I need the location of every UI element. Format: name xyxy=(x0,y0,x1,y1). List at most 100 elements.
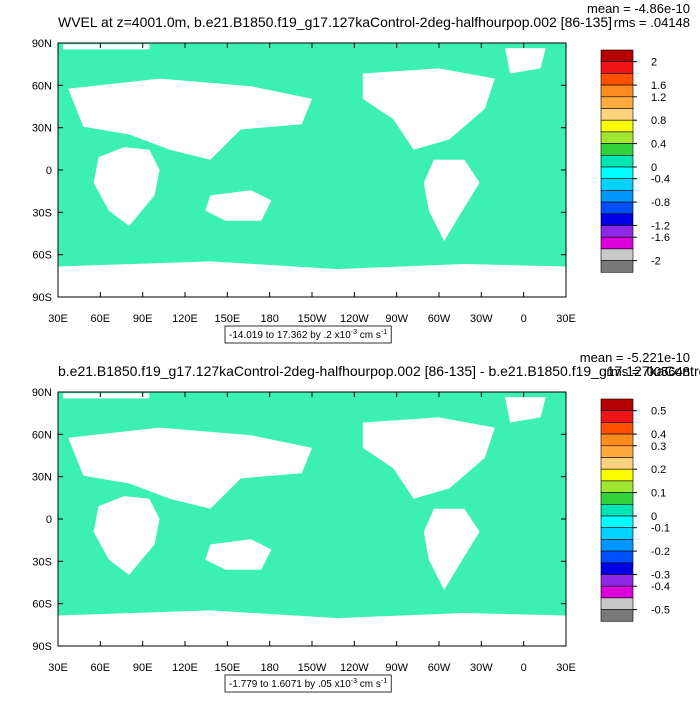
panel-1-colorbar-swatch xyxy=(600,131,634,144)
panel-2-colorbar-swatch xyxy=(600,445,634,458)
panel-1-colorbar-label: -0.4 xyxy=(651,174,670,186)
panel-2-colorbar-label: -0.3 xyxy=(651,570,670,582)
panel-1-x-tick-label: 90W xyxy=(385,313,408,325)
panel-2-x-tick-label: 0 xyxy=(521,662,527,674)
panel-1-colorbar-swatch xyxy=(600,61,634,74)
panel-2-x-tick-label: 90W xyxy=(385,662,408,674)
panel-2-colorbar-label: -0.1 xyxy=(651,523,670,535)
panel-2-colorbar-swatch xyxy=(600,433,634,447)
panel-1-colorbar-swatch xyxy=(600,119,634,133)
panel-1-colorbar-swatch xyxy=(600,108,634,121)
panel-2-colorbar-swatch xyxy=(600,492,634,505)
panel-1-colorbar-swatch xyxy=(600,166,634,179)
panel-1-colorbar-label: 0 xyxy=(651,162,657,174)
panel-1-colorbar-label: 0.8 xyxy=(651,115,666,127)
panel-2-y-tick-label: 30S xyxy=(32,556,52,568)
panel-2-range-text: -1.779 to 1.6071 by .05 x10-3 cm s-1 xyxy=(229,678,387,690)
panel-1-y-tick-label: 90N xyxy=(32,38,52,50)
panel-2-colorbar-label: -0.2 xyxy=(651,546,670,558)
panel-2-colorbar-swatch xyxy=(600,597,634,610)
panel-2-land-eurasia xyxy=(68,427,312,509)
panel-2-colorbar-label: 0.2 xyxy=(651,464,666,476)
panel-1-land-arctic-strip xyxy=(63,44,150,50)
panel-2-x-tick-label: 150W xyxy=(298,662,327,674)
panel-2-range-frame xyxy=(224,674,392,693)
panel-2-colorbar-swatch xyxy=(600,422,634,435)
panel-1-land-australia xyxy=(205,190,272,221)
panel-2-x-tick-label: 30E xyxy=(48,662,68,674)
panel-2-colorbar-swatch xyxy=(600,480,634,493)
panel-2-colorbar-swatch xyxy=(600,398,634,411)
panel-2-x-tick-label: 120W xyxy=(340,662,369,674)
panel-2-colorbar-label: 0.3 xyxy=(651,441,666,453)
panel-2-colorbar-swatch xyxy=(600,585,634,599)
panel-1-range-box: -14.019 to 17.362 by .2 x10-3 cm s-1 xyxy=(224,325,392,344)
panel-2-land-africa xyxy=(93,496,160,575)
panel-2-colorbar-label: 0 xyxy=(651,511,657,523)
panel-2-colorbar-label: 0.4 xyxy=(651,429,666,441)
panel-1-colorbar-swatch xyxy=(600,73,634,86)
panel-1-colorbar-swatch xyxy=(600,190,634,203)
panel-2-land-australia xyxy=(205,539,272,570)
panel-2-y-tick-label: 60N xyxy=(32,429,52,441)
panel-1-y-tick-label: 90S xyxy=(32,292,52,304)
panel-1-colorbar-swatch xyxy=(600,49,634,62)
panel-2-colorbar-swatch xyxy=(600,562,634,575)
panel-2-colorbar-swatch xyxy=(600,410,634,423)
panel-1-colorbar-swatch xyxy=(600,213,634,226)
panel-1-y-tick-label: 60N xyxy=(32,80,52,92)
panel-2-y-tick-label: 90N xyxy=(32,387,52,399)
panel-2-x-tick-label: 60W xyxy=(428,662,451,674)
panel-1-x-tick-label: 180 xyxy=(260,313,278,325)
panel-1-colorbar-swatch xyxy=(600,236,634,250)
panel-2-colorbar-label: -0.5 xyxy=(651,605,670,617)
panel-2-colorbar-swatch xyxy=(600,468,634,482)
panel-1-title: WVEL at z=4001.0m, b.e21.B1850.f19_g17.1… xyxy=(58,14,612,30)
panel-1-y-tick-label: 0 xyxy=(46,165,52,177)
panel-2-colorbar-swatch xyxy=(600,457,634,470)
panel-1: WVEL at z=4001.0m, b.e21.B1850.f19_g17.1… xyxy=(32,1,690,344)
panel-2-rms: rms = .005648 xyxy=(607,364,690,379)
panel-2-map xyxy=(58,392,566,646)
panel-1-land-south-america xyxy=(423,159,480,242)
panel-1-colorbar-swatch xyxy=(600,260,634,273)
panel-2-colorbar-label: 0.1 xyxy=(651,488,666,500)
panel-1-colorbar-swatch xyxy=(600,84,634,98)
panel-1-land-greenland xyxy=(505,48,546,74)
panel-1-colorbar-swatch xyxy=(600,96,634,109)
panel-2-range-box: -1.779 to 1.6071 by .05 x10-3 cm s-1 xyxy=(224,674,392,693)
panel-2-y-tick-label: 90S xyxy=(32,641,52,653)
panel-2-title: b.e21.B1850.f19_g17.127kaControl-2deg-ha… xyxy=(58,363,700,379)
panel-2-y-tick-label: 60S xyxy=(32,599,52,611)
panel-1-x-tick-label: 150E xyxy=(214,313,240,325)
panel-2-land-south-america xyxy=(423,508,480,591)
panel-1-colorbar-swatch xyxy=(600,225,634,238)
panel-1-y-tick-label: 30S xyxy=(32,207,52,219)
panel-2: b.e21.B1850.f19_g17.127kaControl-2deg-ha… xyxy=(32,350,700,693)
panel-1-colorbar-label: 1.2 xyxy=(651,92,666,104)
panel-2-colorbar-swatch xyxy=(600,609,634,622)
panel-1-x-tick-label: 120E xyxy=(172,313,198,325)
panel-2-x-tick-label: 30E xyxy=(556,662,576,674)
panel-1-land-africa xyxy=(93,147,160,226)
panel-1-x-tick-label: 0 xyxy=(521,313,527,325)
panel-1-y-tick-label: 60S xyxy=(32,250,52,262)
panel-2-x-tick-label: 120E xyxy=(172,662,198,674)
panel-1-colorbar-label: -1.6 xyxy=(651,232,670,244)
panel-2-colorbar-swatch xyxy=(600,515,634,528)
panel-2-mean: mean = -5.221e-10 xyxy=(580,350,690,365)
panel-1-colorbar-label: 2 xyxy=(651,57,657,69)
panel-1-x-tick-label: 60W xyxy=(428,313,451,325)
panel-1-land-eurasia xyxy=(68,78,312,160)
panel-2-colorbar-swatch xyxy=(600,539,634,552)
panel-1-colorbar-label: -0.8 xyxy=(651,197,670,209)
panel-1-colorbar-swatch xyxy=(600,248,634,261)
panel-2-x-tick-label: 90E xyxy=(133,662,153,674)
panel-1-colorbar-label: -2 xyxy=(651,256,661,268)
panel-1-colorbar-swatch xyxy=(600,155,634,168)
panel-2-colorbar-swatch xyxy=(600,527,634,540)
panel-1-range-frame xyxy=(224,325,392,344)
panel-2-colorbar-label: 0.5 xyxy=(651,406,666,418)
panel-2-land-north-america xyxy=(362,417,495,499)
